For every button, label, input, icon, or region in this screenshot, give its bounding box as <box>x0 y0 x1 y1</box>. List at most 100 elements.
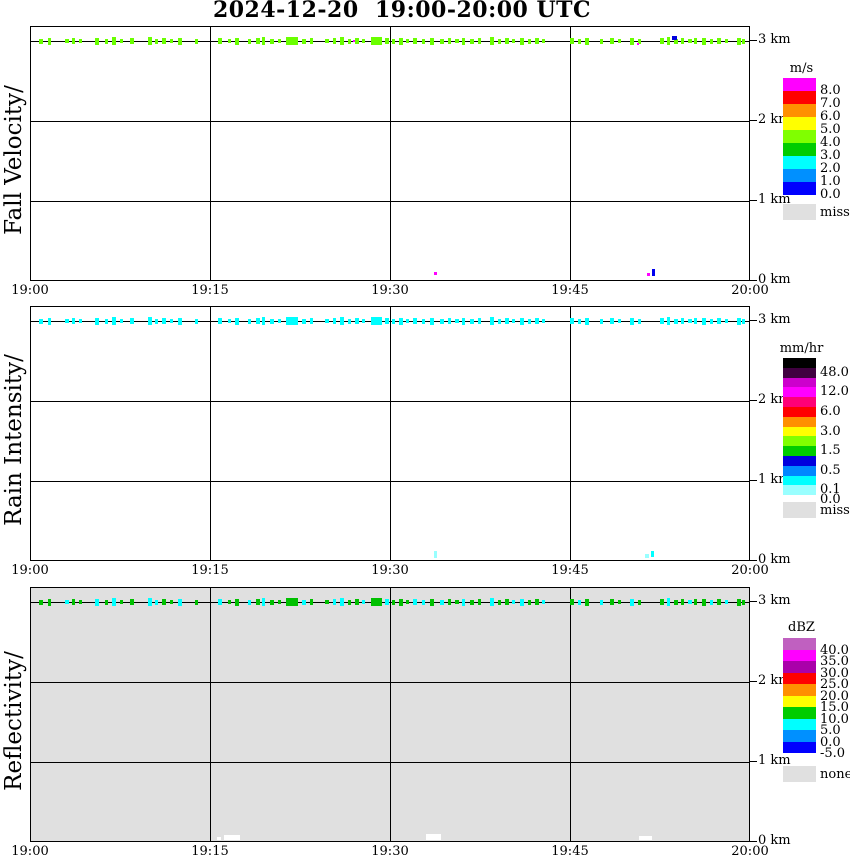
echo-speck <box>286 317 298 325</box>
echo-speck <box>170 39 173 43</box>
colorbar-segment <box>783 466 816 476</box>
echo-speck <box>218 318 222 324</box>
echo-speck <box>72 599 75 605</box>
colorbar-segment <box>783 397 816 407</box>
time-tick-label: 19:00 <box>11 283 49 298</box>
height-tick <box>750 40 757 41</box>
echo-speck <box>79 600 82 604</box>
echo-speck <box>570 599 574 605</box>
echo-speck <box>681 599 684 605</box>
colorbar-value-label: 6.0 <box>820 404 841 419</box>
echo-speck <box>79 39 82 43</box>
time-tick-label: 20:00 <box>731 283 769 298</box>
plot-title: 2024-12-20 19:00-20:00 UTC <box>212 0 592 23</box>
echo-speck <box>638 319 641 324</box>
colorbar-value-label: 40.0 <box>820 643 849 658</box>
echo-speck <box>470 319 474 324</box>
time-tick-label: 20:00 <box>731 844 769 859</box>
echo-speck <box>48 318 51 325</box>
low-level-speck <box>645 554 649 558</box>
colorbar-value-label: 30.0 <box>820 666 849 681</box>
echo-speck <box>72 38 75 44</box>
colorbar-value-label: 10.0 <box>820 712 849 727</box>
colorbar-segment <box>783 673 816 684</box>
echo-speck <box>717 318 721 324</box>
echo-speck <box>585 38 589 45</box>
echo-speck <box>413 318 417 324</box>
echo-speck <box>455 319 459 323</box>
echo-speck <box>95 599 99 606</box>
echo-speck <box>498 600 501 605</box>
echo-speck <box>385 38 389 44</box>
echo-speck <box>667 37 670 45</box>
colorbar-missing-label: none <box>820 767 850 782</box>
echo-speck <box>348 600 351 605</box>
echo-speck <box>660 318 664 324</box>
height-tick-label: 2 km <box>758 112 791 127</box>
echo-speck <box>660 599 664 605</box>
echo-speck <box>430 318 434 325</box>
time-gridline <box>390 27 391 280</box>
echo-speck <box>348 319 351 324</box>
echo-speck <box>130 599 134 605</box>
echo-speck <box>694 599 697 605</box>
height-tick-label: 1 km <box>758 753 791 768</box>
colorbar-segment <box>783 169 816 182</box>
echo-speck <box>542 39 545 43</box>
colorbar-value-label: 15.0 <box>820 700 849 715</box>
echo-speck <box>155 39 158 44</box>
echo-speck <box>385 599 389 605</box>
colorbar-segment <box>783 368 816 378</box>
echo-speck <box>155 600 158 605</box>
low-level-speck <box>652 269 655 276</box>
echo-speck <box>610 318 614 324</box>
echo-speck <box>535 599 539 605</box>
y-axis-label: Reflectivity/ <box>1 651 27 791</box>
echo-speck <box>95 318 99 325</box>
echo-speck <box>362 39 365 43</box>
echo-speck <box>39 39 43 44</box>
echo-speck <box>302 600 306 605</box>
plot-area-reflectivity <box>30 587 750 842</box>
time-tick-label: 19:15 <box>191 283 229 298</box>
colorbar-value-label: 7.0 <box>820 96 841 111</box>
echo-speck <box>702 38 706 45</box>
echo-speck <box>674 319 678 324</box>
echo-speck <box>72 318 75 324</box>
echo-speck <box>725 39 728 43</box>
echo-speck <box>248 600 251 605</box>
echo-speck <box>325 319 329 323</box>
echo-speck <box>270 39 274 44</box>
echo-speck <box>148 37 152 45</box>
low-level-speck <box>647 273 650 276</box>
echo-speck <box>600 600 603 605</box>
echo-speck <box>195 600 198 605</box>
colorbar-segment <box>783 143 816 156</box>
height-tick-label: 0 km <box>758 552 791 567</box>
height-tick <box>750 601 757 602</box>
colorbar-unit-label: dBZ <box>788 620 815 635</box>
low-level-speck <box>639 836 652 840</box>
echo-speck <box>478 599 481 605</box>
echo-speck <box>440 39 444 44</box>
colorbar-segment <box>783 91 816 104</box>
echo-speck <box>694 318 697 324</box>
echo-speck <box>325 39 329 43</box>
time-tick-label: 19:45 <box>551 844 589 859</box>
echo-speck <box>278 600 281 604</box>
echo-speck <box>270 600 274 605</box>
echo-speck <box>162 38 166 44</box>
echo-speck <box>262 317 265 325</box>
height-tick <box>750 200 757 201</box>
echo-speck <box>399 38 403 45</box>
echo-speck <box>440 600 444 605</box>
echo-speck <box>262 37 265 45</box>
echo-speck <box>235 599 239 606</box>
time-gridline <box>210 588 211 841</box>
echo-speck <box>578 600 581 605</box>
echo-speck <box>286 598 298 606</box>
colorbar-missing-label: miss <box>820 503 850 518</box>
colorbar-segment <box>783 730 816 742</box>
echo-speck-extra <box>353 40 355 42</box>
echo-speck <box>498 319 501 324</box>
